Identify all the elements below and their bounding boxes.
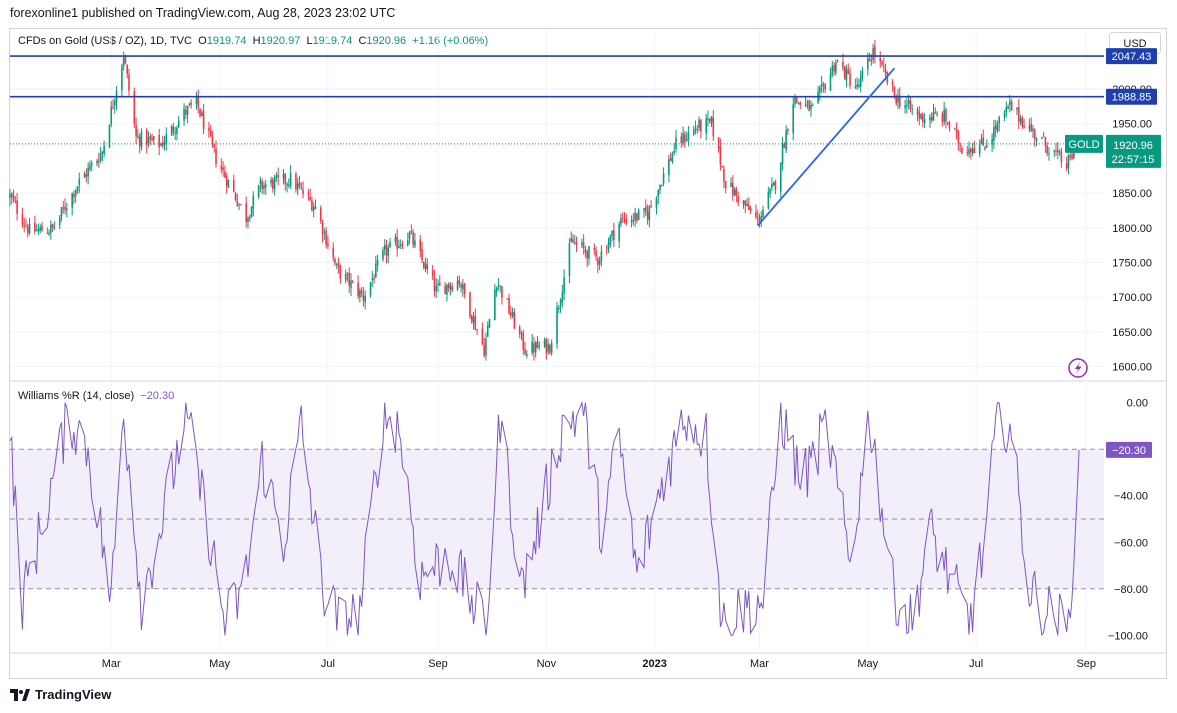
symbol-legend: CFDs on Gold (US$ / OZ), 1D, TVC O1919.7… (18, 35, 488, 47)
indicator-legend: Williams %R (14, close) −20.30 (18, 390, 174, 402)
footer-brand[interactable]: TradingView (10, 687, 111, 702)
close-label: C (358, 35, 367, 47)
chart-frame (9, 28, 1167, 679)
indicator-value: −20.30 (140, 390, 175, 402)
low-value: 1919.74 (312, 35, 353, 47)
footer-brand-text: TradingView (35, 687, 112, 702)
low-label: L (306, 35, 313, 47)
indicator-name: Williams %R (14, close) (18, 390, 135, 402)
open-value: 1919.74 (206, 35, 247, 47)
high-value: 1920.97 (260, 35, 301, 47)
close-value: 1920.96 (366, 35, 407, 47)
high-label: H (252, 35, 261, 47)
change-value: +1.16 (+0.06%) (412, 35, 489, 47)
tradingview-logo-icon (10, 688, 30, 701)
currency-button[interactable]: USD (1109, 32, 1161, 54)
publisher-line: forexonline1 published on TradingView.co… (10, 6, 396, 20)
open-label: O (198, 35, 207, 47)
symbol-title: CFDs on Gold (US$ / OZ), 1D, TVC (18, 35, 193, 47)
